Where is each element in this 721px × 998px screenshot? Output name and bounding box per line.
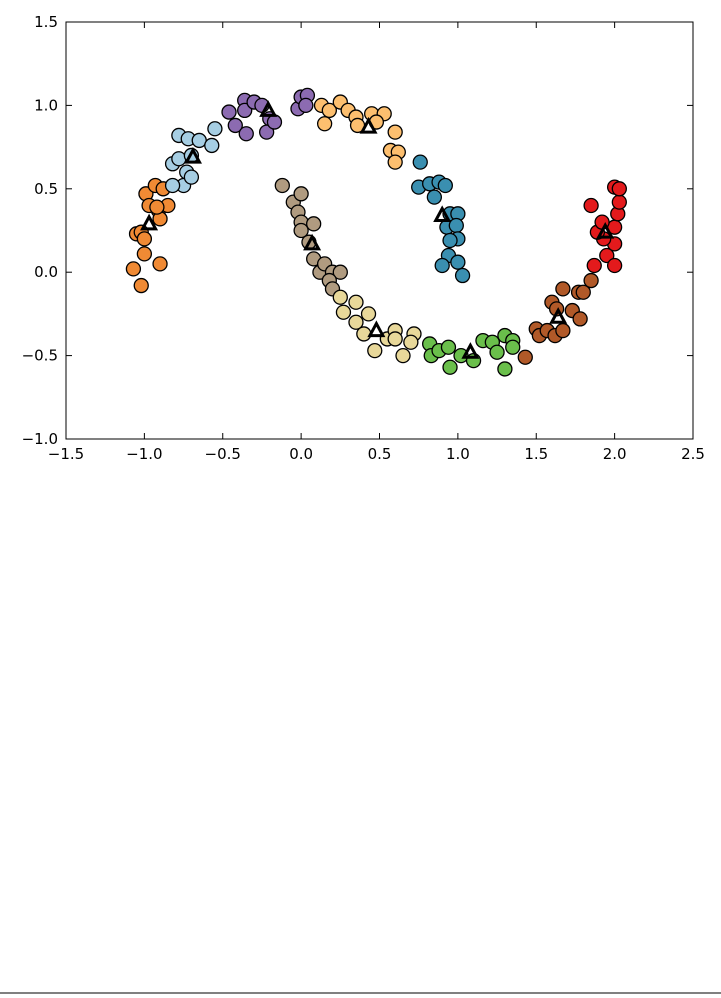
point	[412, 154, 428, 170]
point	[149, 199, 165, 215]
x-tick-label: 1.0	[446, 445, 470, 463]
point	[293, 222, 309, 239]
center-marker	[461, 342, 480, 359]
point	[227, 117, 243, 134]
x-tick-label: −0.5	[205, 445, 241, 463]
center-marker	[596, 222, 615, 239]
point	[586, 257, 602, 274]
point	[437, 177, 453, 194]
point	[164, 177, 181, 194]
center-marker	[549, 307, 568, 324]
point	[183, 169, 200, 185]
point	[440, 339, 457, 355]
x-tick-label: 1.5	[524, 445, 548, 463]
point	[321, 102, 337, 119]
point	[387, 154, 403, 170]
x-tick-label: 0.0	[289, 445, 313, 463]
point	[517, 349, 533, 365]
point	[489, 344, 505, 360]
point	[335, 304, 352, 320]
point	[258, 124, 275, 140]
point	[332, 264, 348, 280]
point	[583, 272, 599, 289]
point	[136, 246, 153, 262]
point	[348, 294, 364, 310]
center-marker	[367, 320, 386, 338]
center-marker	[140, 213, 159, 231]
point	[572, 311, 588, 327]
center-marker	[183, 146, 202, 164]
point	[555, 281, 571, 297]
point	[497, 361, 513, 377]
point	[306, 216, 322, 232]
point	[611, 181, 627, 197]
point	[454, 267, 471, 284]
x-tick-label: −1.5	[48, 445, 84, 463]
point	[171, 151, 187, 167]
point	[611, 194, 627, 210]
y-tick-label: 1.0	[34, 96, 58, 114]
point	[133, 277, 149, 294]
point	[298, 97, 314, 114]
point	[367, 342, 383, 359]
point	[152, 256, 168, 272]
center-marker	[359, 116, 378, 134]
point	[555, 322, 571, 339]
x-tick-label: 0.5	[368, 445, 392, 463]
point	[465, 352, 482, 369]
point	[448, 217, 464, 234]
point	[606, 257, 623, 274]
plot-frame	[65, 21, 694, 440]
point	[387, 331, 403, 347]
x-tick-label: 2.5	[681, 445, 705, 463]
point	[204, 137, 220, 154]
point	[450, 254, 466, 270]
point	[293, 186, 309, 202]
point	[348, 314, 364, 330]
point	[575, 284, 591, 300]
point	[426, 189, 443, 205]
point	[332, 289, 348, 305]
point	[434, 257, 450, 274]
point	[442, 359, 458, 375]
center-marker	[303, 233, 322, 251]
y-tick-label: 0.5	[34, 180, 58, 198]
point	[238, 126, 254, 142]
point	[221, 104, 237, 120]
point	[207, 121, 223, 137]
y-tick-label: 1.5	[34, 13, 58, 31]
point	[266, 114, 283, 130]
center-marker	[433, 205, 452, 222]
point	[599, 247, 615, 264]
y-tick-label: 0.0	[34, 263, 58, 281]
x-tick-label: 2.0	[603, 445, 627, 463]
point	[442, 232, 458, 249]
point	[136, 231, 153, 247]
point	[125, 261, 142, 277]
point	[387, 124, 403, 140]
point	[360, 306, 377, 322]
center-marker	[259, 100, 278, 117]
y-tick-label: −1.0	[22, 430, 58, 448]
point	[403, 334, 419, 350]
point	[395, 347, 411, 364]
point	[505, 339, 521, 355]
point	[274, 177, 290, 194]
x-tick-label: −1.0	[126, 445, 162, 463]
point	[356, 326, 372, 342]
point	[583, 197, 599, 214]
y-tick-label: −0.5	[22, 347, 58, 365]
point	[316, 116, 333, 132]
